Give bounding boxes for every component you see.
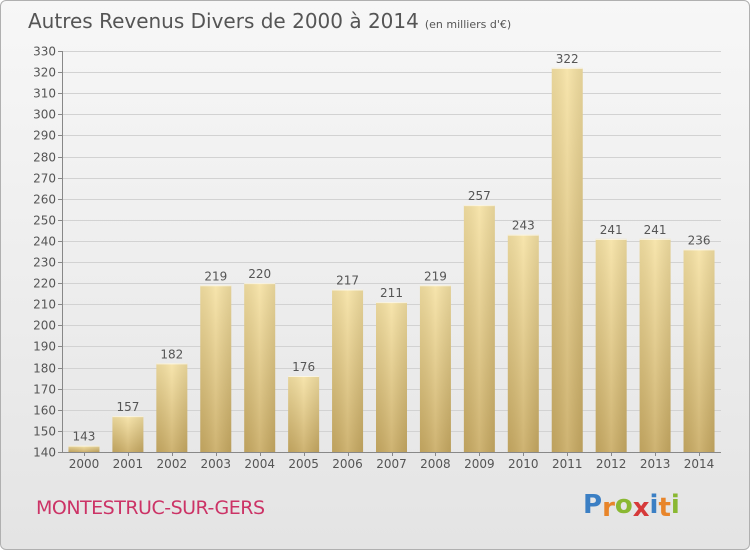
data-label: 157 [116,400,139,414]
logo-letter: t [658,493,671,523]
y-tick-label: 250 [33,214,56,228]
bar-shade [288,376,320,452]
chart-title: Autres Revenus Divers de 2000 à 2014 (en … [28,9,511,33]
logo-letter: r [602,493,615,523]
bar-shade [551,67,583,452]
data-label: 243 [512,219,535,233]
data-label: 219 [424,269,447,283]
data-label: 176 [292,360,315,374]
data-label: 236 [688,233,711,247]
x-tick-label: 2007 [376,457,407,471]
bar-shade [332,289,364,452]
data-label: 322 [556,52,579,66]
y-tick-label: 320 [33,66,56,80]
logo-letter: i [670,490,680,520]
data-label: 220 [248,267,271,281]
bar-shade [200,285,232,452]
logo-letter: P [583,490,603,520]
y-tick-label: 330 [33,45,56,59]
x-tick-label: 2010 [508,457,539,471]
logo-letter: x [632,493,650,523]
x-tick-label: 2000 [69,457,100,471]
y-tick-label: 160 [33,404,56,418]
data-label: 182 [160,347,183,361]
bar-shade [376,302,407,452]
y-tick-label: 190 [33,340,56,354]
y-tick-label: 260 [33,193,56,207]
data-label: 217 [336,273,359,287]
chart-title-text: Autres Revenus Divers de 2000 à 2014 [28,9,419,33]
logo-letter: i [649,490,659,520]
bar-shade [156,363,188,452]
x-tick-label: 2005 [288,457,319,471]
x-tick-label: 2006 [332,457,363,471]
y-tick-label: 220 [33,277,56,291]
y-tick-label: 170 [33,383,56,397]
proxiti-logo: Proxiti [583,490,680,523]
bar-shade [463,205,495,452]
data-label: 211 [380,286,403,300]
y-tick-label: 300 [33,108,56,122]
bar-shade [419,285,451,452]
y-tick-label: 240 [33,235,56,249]
y-tick-label: 180 [33,362,56,376]
x-tick-label: 2004 [244,457,275,471]
x-tick-label: 2012 [596,457,627,471]
y-tick-label: 230 [33,256,56,270]
location-name: MONTESTRUC-SUR-GERS [36,497,265,519]
bar-shade [244,283,276,452]
data-label: 143 [73,430,96,444]
bar-shade [595,238,627,452]
x-tick-label: 2009 [464,457,495,471]
data-label: 257 [468,189,491,203]
data-label: 219 [204,269,227,283]
y-tick-label: 310 [33,87,56,101]
y-tick-label: 280 [33,151,56,165]
y-tick-label: 200 [33,319,56,333]
logo-letter: o [614,490,633,520]
y-tick-label: 210 [33,298,56,312]
x-tick-label: 2013 [640,457,671,471]
x-tick-label: 2001 [113,457,144,471]
data-label: 241 [600,223,623,237]
bar-shade [683,249,715,452]
bar-shade [112,416,144,452]
y-tick-label: 270 [33,172,56,186]
x-tick-label: 2002 [157,457,188,471]
chart-subtitle: (en milliers d'€) [424,18,512,31]
x-tick-label: 2011 [552,457,583,471]
x-tick-label: 2003 [200,457,231,471]
x-tick-label: 2014 [684,457,715,471]
bars: 143 157 182 219 220 176 217 211 219 257 243 322 241 2… [68,52,715,452]
y-tick-label: 290 [33,129,56,143]
bar-shade [68,445,100,452]
y-tick-label: 150 [33,425,56,439]
axes: 140 150 160 170 180 190 200 210 220 230 240 250 260 2… [33,45,721,471]
x-tick-label: 2008 [420,457,451,471]
bar-shade [507,234,539,452]
bar-shade [639,238,671,452]
data-label: 241 [644,223,667,237]
y-tick-label: 140 [33,446,56,460]
